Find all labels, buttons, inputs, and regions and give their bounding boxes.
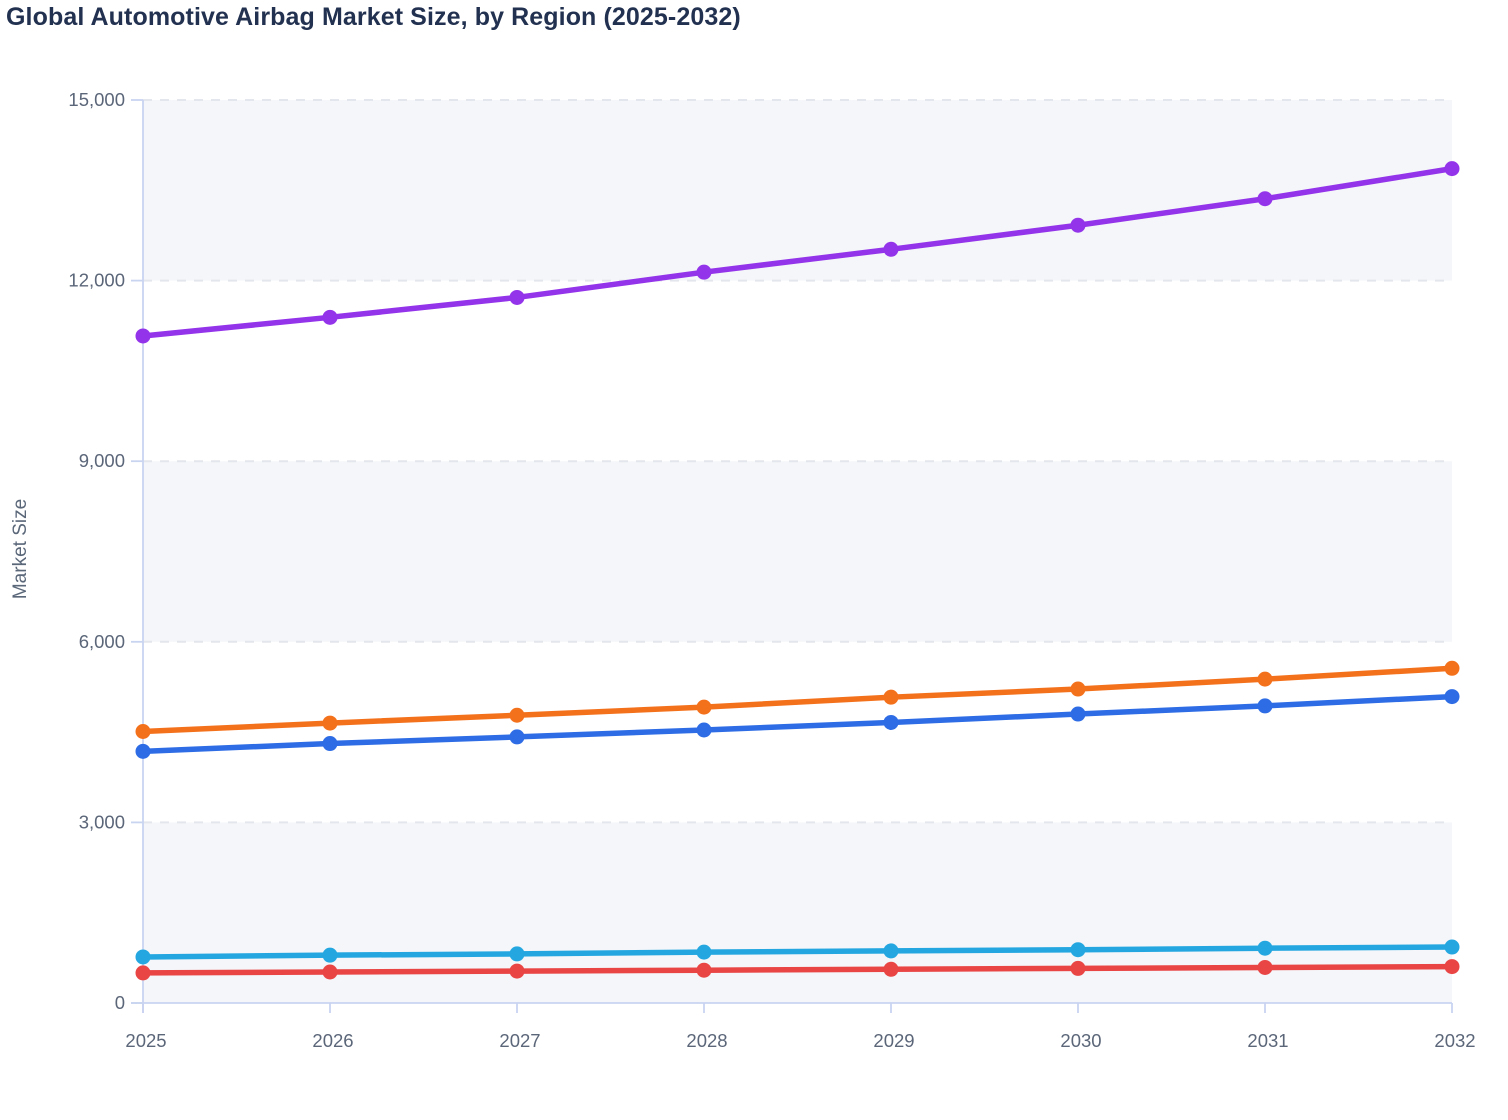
data-point-purple-series-2032[interactable] <box>1444 161 1460 177</box>
data-point-orange-series-2025[interactable] <box>135 723 151 739</box>
x-tick-label: 2028 <box>686 1030 727 1051</box>
data-point-purple-series-2026[interactable] <box>322 309 338 325</box>
data-point-purple-series-2031[interactable] <box>1257 191 1273 207</box>
y-tick-label: 9,000 <box>79 450 125 471</box>
data-point-blue-series-2027[interactable] <box>509 729 525 745</box>
data-point-blue-series-2030[interactable] <box>1070 706 1086 722</box>
data-point-cyan-series-2026[interactable] <box>322 947 338 963</box>
data-point-red-series-2027[interactable] <box>509 963 525 979</box>
data-point-blue-series-2025[interactable] <box>135 743 151 759</box>
data-point-cyan-series-2031[interactable] <box>1257 940 1273 956</box>
data-point-purple-series-2030[interactable] <box>1070 217 1086 233</box>
data-point-orange-series-2031[interactable] <box>1257 671 1273 687</box>
x-tick-label: 2025 <box>125 1030 166 1051</box>
data-point-red-series-2026[interactable] <box>322 964 338 980</box>
data-point-orange-series-2027[interactable] <box>509 707 525 723</box>
series-line-purple-series <box>140 165 1455 339</box>
data-point-cyan-series-2029[interactable] <box>883 943 899 959</box>
data-point-red-series-2028[interactable] <box>696 962 712 978</box>
data-point-cyan-series-2030[interactable] <box>1070 942 1086 958</box>
y-tick-label: 15,000 <box>68 89 125 110</box>
data-point-purple-series-2025[interactable] <box>135 328 151 344</box>
series-line-blue-series <box>140 693 1455 755</box>
x-tick-label: 2029 <box>873 1030 914 1051</box>
y-tick-label: 3,000 <box>79 811 125 832</box>
plot-band <box>143 822 1452 1003</box>
x-tick-label: 2030 <box>1060 1030 1101 1051</box>
y-tick-label: 0 <box>115 992 125 1013</box>
data-point-blue-series-2031[interactable] <box>1257 698 1273 714</box>
x-tick-label: 2026 <box>312 1030 353 1051</box>
plot-band <box>143 100 1452 281</box>
series-line-orange-series <box>140 665 1455 735</box>
series-line-cyan-series <box>140 944 1455 960</box>
y-tick-label: 6,000 <box>79 631 125 652</box>
data-point-red-series-2032[interactable] <box>1444 959 1460 975</box>
y-tick-label: 12,000 <box>68 270 125 291</box>
data-point-cyan-series-2032[interactable] <box>1444 939 1460 955</box>
data-point-blue-series-2032[interactable] <box>1444 689 1460 705</box>
data-point-red-series-2031[interactable] <box>1257 959 1273 975</box>
data-point-purple-series-2029[interactable] <box>883 241 899 257</box>
data-point-orange-series-2026[interactable] <box>322 715 338 731</box>
data-point-blue-series-2026[interactable] <box>322 736 338 752</box>
data-point-red-series-2025[interactable] <box>135 965 151 981</box>
data-point-orange-series-2030[interactable] <box>1070 681 1086 697</box>
data-point-orange-series-2029[interactable] <box>883 689 899 705</box>
data-point-cyan-series-2027[interactable] <box>509 946 525 962</box>
data-point-orange-series-2028[interactable] <box>696 699 712 715</box>
data-point-orange-series-2032[interactable] <box>1444 660 1460 676</box>
data-point-red-series-2029[interactable] <box>883 961 899 977</box>
data-point-purple-series-2028[interactable] <box>696 264 712 280</box>
x-tick-label: 2027 <box>499 1030 540 1051</box>
data-point-cyan-series-2025[interactable] <box>135 949 151 965</box>
data-point-blue-series-2028[interactable] <box>696 722 712 738</box>
chart-title: Global Automotive Airbag Market Size, by… <box>6 3 741 31</box>
data-point-purple-series-2027[interactable] <box>509 289 525 305</box>
series-line-red-series <box>140 963 1455 976</box>
x-tick-label: 2032 <box>1434 1030 1475 1051</box>
data-point-cyan-series-2028[interactable] <box>696 944 712 960</box>
data-point-red-series-2030[interactable] <box>1070 960 1086 976</box>
data-point-blue-series-2029[interactable] <box>883 714 899 730</box>
plot-band <box>143 461 1452 642</box>
x-tick-label: 2031 <box>1247 1030 1288 1051</box>
